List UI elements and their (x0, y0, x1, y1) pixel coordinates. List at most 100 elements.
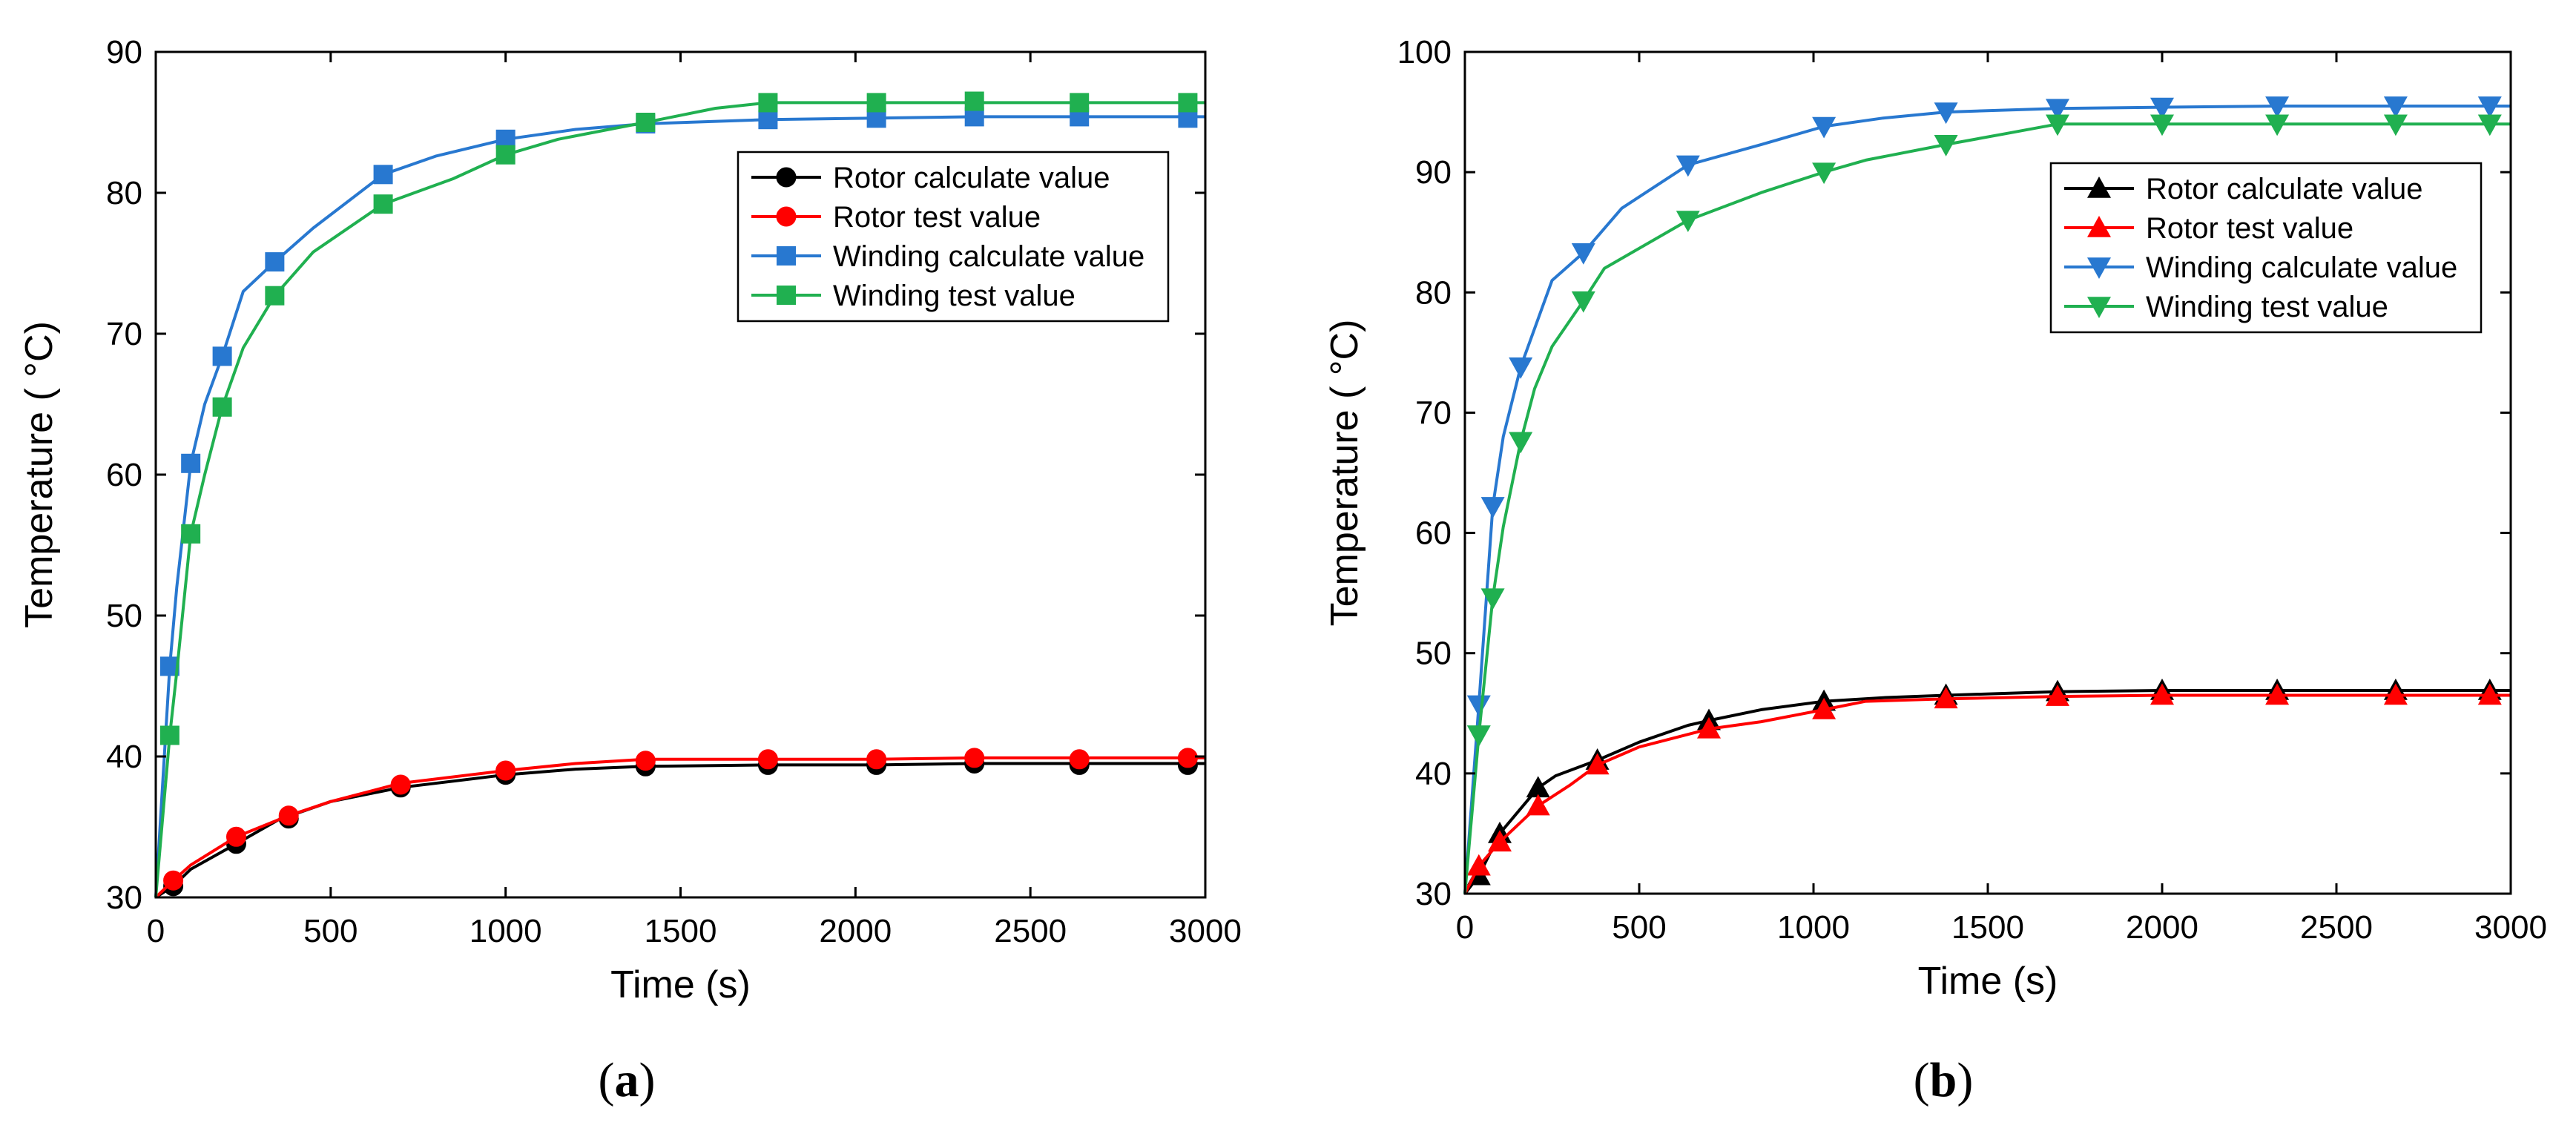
data-point (1178, 93, 1198, 113)
data-point (1509, 357, 1533, 379)
data-point (1509, 432, 1533, 454)
legend-swatch-marker (777, 286, 796, 305)
data-point (2265, 683, 2290, 705)
data-point (757, 749, 778, 770)
data-point (866, 93, 886, 113)
y-tick-label: 50 (106, 598, 142, 634)
y-tick-label: 100 (1397, 34, 1452, 70)
data-point (1488, 830, 1512, 852)
data-point (1571, 243, 1595, 265)
series-3-a (154, 91, 1205, 898)
data-point (2046, 99, 2069, 121)
data-point (1069, 749, 1090, 770)
data-point (181, 453, 201, 473)
data-point (265, 286, 285, 306)
data-point (1934, 687, 1958, 709)
data-point (278, 805, 299, 826)
y-tick-label: 30 (106, 880, 142, 916)
series-2-b (1463, 96, 2511, 894)
legend-label: Winding test value (833, 280, 1075, 312)
y-axis-label: Temperature ( °C) (18, 321, 61, 628)
data-point (964, 748, 985, 768)
panel-label: (b) (1914, 1053, 1974, 1107)
legend-label: Winding calculate value (833, 240, 1144, 273)
y-tick-label: 90 (1415, 154, 1452, 191)
data-point (1177, 748, 1198, 768)
data-point (2477, 114, 2502, 136)
legend-item: Rotor test value (2064, 212, 2353, 245)
series-line (154, 101, 1205, 898)
data-point (2477, 96, 2502, 118)
x-tick-label: 3000 (1169, 913, 1242, 949)
x-tick-label: 1000 (470, 913, 542, 949)
data-point (636, 113, 656, 132)
series-line (1463, 693, 2511, 894)
data-point (1585, 753, 1610, 775)
data-point (1466, 854, 1491, 876)
y-tick-label: 90 (106, 34, 142, 70)
x-tick-label: 1000 (1777, 909, 1850, 946)
x-tick-label: 500 (303, 913, 358, 949)
data-point (159, 725, 179, 745)
series-1-b (1463, 683, 2511, 894)
y-tick-label: 80 (106, 175, 142, 211)
data-point (495, 145, 515, 165)
x-tick-label: 0 (1456, 909, 1474, 946)
data-point (2150, 97, 2174, 119)
data-point (2265, 114, 2290, 136)
data-point (1676, 211, 1700, 232)
y-tick-label: 40 (1415, 756, 1452, 792)
y-tick-label: 60 (106, 457, 142, 493)
legend-label: Winding test value (2146, 291, 2388, 323)
legend-swatch-marker (777, 246, 796, 266)
x-tick-label: 3000 (2474, 909, 2547, 946)
data-point (1812, 116, 1837, 139)
x-tick-label: 2500 (994, 913, 1067, 949)
data-point (1480, 588, 1505, 610)
legend-swatch-marker (2087, 177, 2111, 198)
x-tick-label: 2000 (819, 913, 892, 949)
data-point (2383, 114, 2408, 136)
legend-item: Rotor calculate value (2064, 173, 2423, 205)
data-point (1526, 776, 1550, 798)
legend-item: Winding calculate value (2064, 251, 2457, 284)
data-point (1480, 497, 1505, 518)
data-point (212, 346, 232, 366)
data-point (2383, 96, 2408, 118)
series-1-a (154, 748, 1205, 899)
y-tick-label: 80 (1415, 274, 1452, 311)
data-point (2383, 683, 2408, 705)
data-point (495, 760, 516, 781)
data-point (1812, 697, 1837, 719)
x-axis-label: Time (s) (610, 963, 751, 1006)
data-point (1934, 102, 1958, 125)
legend-swatch-marker (776, 206, 797, 227)
panel-label: (a) (599, 1053, 656, 1107)
data-point (390, 774, 411, 795)
chart-panel-a: 0 500 1000 1500 2000 2500 3000 30 40 50 60 70 80 90 Ti… (18, 34, 1242, 1107)
data-point (1571, 291, 1595, 313)
data-point (1812, 162, 1837, 185)
x-tick-label: 0 (147, 913, 165, 949)
data-point (2265, 96, 2290, 118)
data-point (2046, 114, 2069, 136)
data-point (373, 165, 393, 185)
data-point (1697, 716, 1721, 739)
series-line (1463, 122, 2511, 894)
legend-label: Rotor calculate value (2146, 173, 2423, 205)
y-tick-label: 60 (1415, 515, 1452, 552)
data-point (212, 397, 232, 417)
x-tick-label: 1500 (1951, 909, 2024, 946)
data-point (2150, 114, 2174, 136)
data-point (1466, 695, 1491, 717)
data-point (964, 91, 984, 111)
y-axis-label: Temperature ( °C) (1323, 320, 1366, 627)
y-tick-label: 40 (106, 739, 142, 775)
x-tick-label: 2500 (2300, 909, 2373, 946)
legend-swatch-marker (2087, 216, 2111, 237)
data-point (758, 93, 778, 113)
data-point (225, 826, 246, 847)
y-tick-label: 50 (1415, 636, 1452, 672)
x-tick-label: 1500 (645, 913, 717, 949)
legend-box (737, 151, 1170, 323)
